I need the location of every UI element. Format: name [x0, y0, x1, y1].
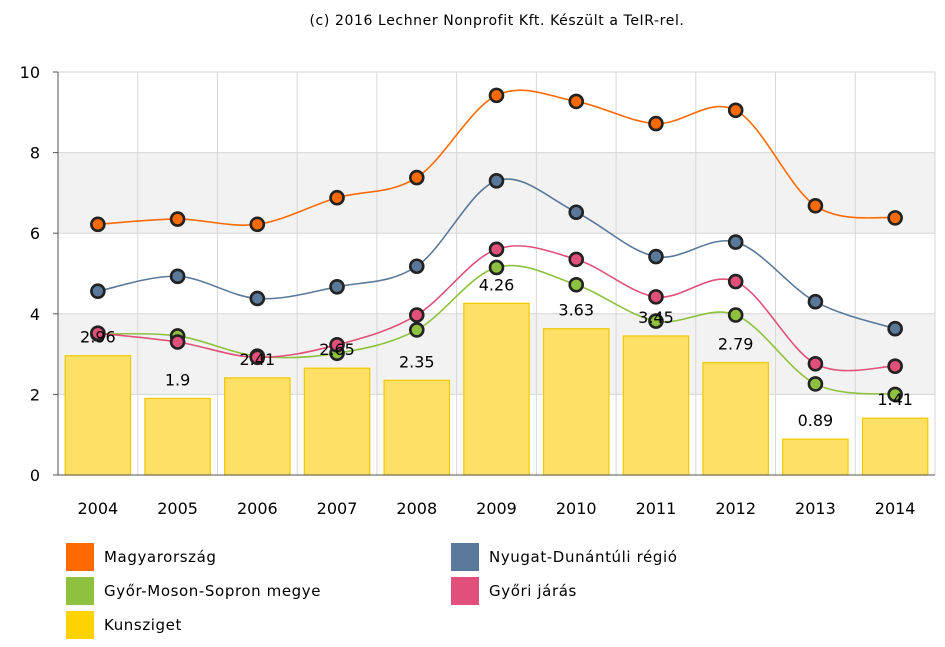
data-point — [488, 173, 505, 189]
chart-title: (c) 2016 Lechner Nonprofit Kft. Készült … — [309, 13, 684, 29]
data-point — [329, 189, 345, 206]
data-point — [329, 337, 345, 353]
x-tick-label: 2012 — [715, 499, 756, 518]
bar — [542, 328, 610, 476]
data-point — [90, 325, 106, 341]
data-point — [408, 322, 425, 338]
data-point — [568, 93, 585, 110]
y-tick-label: 0 — [30, 466, 40, 485]
bar — [702, 361, 769, 476]
data-point — [568, 251, 585, 268]
data-point — [807, 197, 824, 214]
data-point — [408, 307, 425, 323]
bar — [144, 397, 211, 476]
data-label: 3.63 — [558, 301, 594, 320]
grid-band — [58, 152, 935, 234]
data-point — [727, 102, 744, 119]
data-label: 0.89 — [798, 411, 834, 430]
legend-item-magyarorszag[interactable]: Magyarország — [66, 543, 217, 571]
data-point — [727, 234, 744, 250]
x-tick-label: 2009 — [476, 499, 517, 518]
y-tick-label: 8 — [30, 144, 40, 163]
data-point — [887, 210, 903, 226]
data-point — [727, 307, 744, 323]
data-point — [249, 290, 266, 307]
data-point — [90, 216, 106, 233]
grid-band — [58, 72, 935, 153]
data-point — [488, 87, 505, 104]
x-tick-label: 2006 — [237, 499, 278, 518]
data-point — [408, 169, 425, 186]
bar — [303, 367, 371, 476]
data-point — [807, 376, 824, 392]
bar — [622, 335, 690, 476]
data-point — [807, 355, 824, 372]
bar — [224, 377, 291, 476]
data-point — [249, 216, 266, 233]
data-point — [887, 320, 903, 337]
x-tick-label: 2007 — [317, 499, 358, 518]
data-label: 4.26 — [479, 275, 515, 294]
data-point — [249, 349, 266, 366]
x-tick-label: 2008 — [396, 499, 437, 518]
bar — [383, 379, 451, 476]
data-point — [648, 289, 664, 305]
bar — [64, 355, 132, 476]
data-point — [727, 273, 744, 290]
data-point — [169, 268, 186, 285]
legend-swatch — [451, 577, 479, 605]
data-label: 2.35 — [399, 352, 435, 371]
legend-label: Győri járás — [489, 582, 577, 600]
data-label: 3.45 — [638, 308, 674, 327]
data-point — [169, 211, 186, 227]
x-tick-label: 2010 — [556, 499, 597, 518]
legend-item-kunsziget[interactable]: Kunsziget — [66, 611, 182, 639]
data-point — [169, 334, 186, 350]
legend-label: Magyarország — [104, 548, 217, 566]
data-point — [648, 115, 664, 132]
data-point — [329, 278, 345, 295]
data-label: 1.41 — [877, 390, 913, 409]
legend-item-nyugat-dunantuli-regio[interactable]: Nyugat-Dunántúli régió — [451, 543, 678, 571]
x-tick-label: 2004 — [78, 499, 119, 518]
data-label: 1.9 — [165, 370, 190, 389]
data-point — [648, 313, 664, 329]
data-point — [887, 386, 903, 403]
x-tick-label: 2005 — [157, 499, 198, 518]
x-tick-label: 2013 — [795, 499, 836, 518]
data-label: 2.65 — [319, 340, 355, 359]
data-point — [488, 241, 505, 258]
x-tick-label: 2014 — [875, 499, 916, 518]
data-label: 2.79 — [718, 335, 754, 354]
legend-swatch — [66, 543, 94, 571]
data-point — [408, 258, 425, 275]
data-point — [648, 248, 664, 265]
legend-item-gyor-moson-sopron-megye[interactable]: Győr-Moson-Sopron megye — [66, 577, 321, 605]
legend-item-gyori-jaras[interactable]: Győri járás — [451, 577, 577, 605]
bar — [463, 302, 530, 476]
data-label: 2.41 — [240, 350, 276, 369]
data-label: 2.96 — [80, 328, 116, 347]
y-tick-label: 4 — [30, 305, 40, 324]
chart-svg: (c) 2016 Lechner Nonprofit Kft. Készült … — [20, 13, 936, 518]
legend-label: Kunsziget — [104, 616, 182, 634]
legend-swatch — [66, 611, 94, 639]
data-point — [807, 293, 824, 310]
bar — [861, 417, 929, 476]
bar — [782, 438, 849, 476]
y-tick-label: 6 — [30, 224, 40, 243]
data-point — [90, 283, 106, 300]
x-tick-label: 2011 — [636, 499, 677, 518]
legend-label: Győr-Moson-Sopron megye — [104, 582, 322, 600]
legend-label: Nyugat-Dunántúli régió — [489, 548, 678, 566]
y-tick-label: 10 — [20, 63, 40, 82]
data-point — [568, 204, 585, 221]
legend-swatch — [66, 577, 94, 605]
data-point — [887, 358, 903, 374]
y-tick-label: 2 — [30, 385, 40, 404]
data-point — [488, 259, 505, 276]
data-point — [568, 276, 585, 293]
legend-swatch — [451, 543, 479, 571]
